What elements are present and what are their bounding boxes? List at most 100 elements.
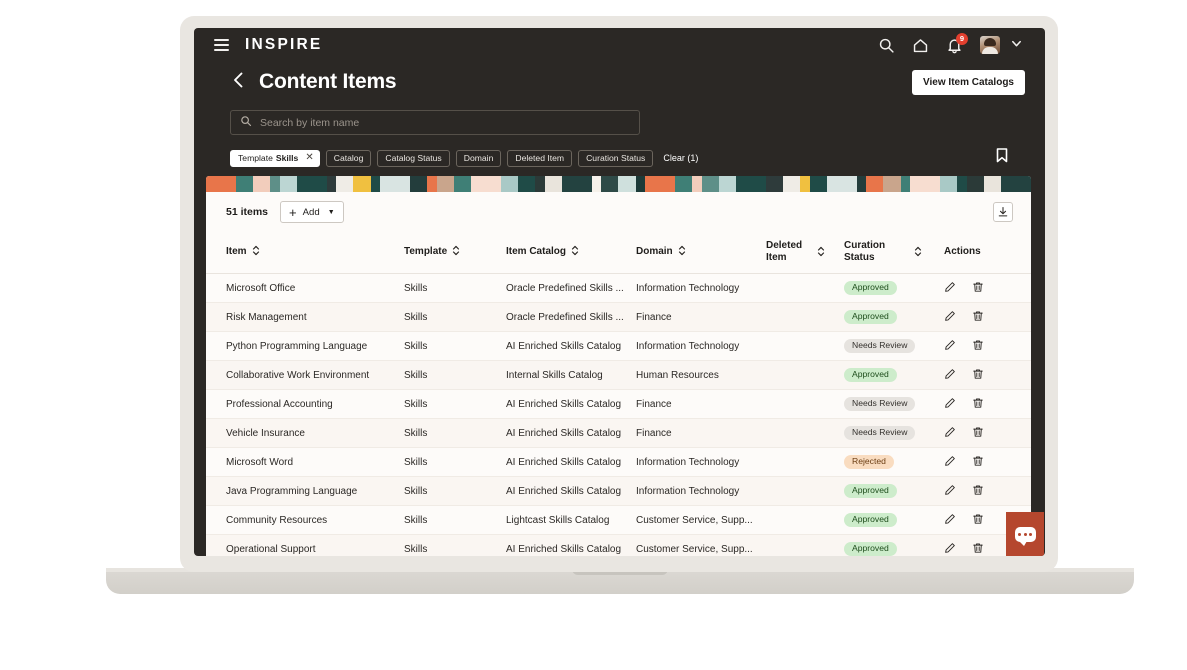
plus-icon: + xyxy=(289,204,297,220)
trash-icon[interactable] xyxy=(972,542,984,557)
search-icon[interactable] xyxy=(878,37,895,54)
sort-icon[interactable] xyxy=(252,245,260,259)
cell-item: Java Programming Language xyxy=(206,476,404,506)
trash-icon[interactable] xyxy=(972,455,984,470)
home-icon[interactable] xyxy=(912,37,929,54)
trash-icon[interactable] xyxy=(972,368,984,383)
filter-chip-domain[interactable]: Domain xyxy=(455,149,502,167)
pencil-icon[interactable] xyxy=(944,397,956,412)
sort-icon[interactable] xyxy=(678,245,686,259)
hamburger-icon[interactable] xyxy=(214,39,229,51)
cell-template: Skills xyxy=(404,360,506,390)
cell-domain: Customer Service, Supp... xyxy=(636,534,766,556)
banner-stripe xyxy=(409,176,428,192)
table-row[interactable]: Python Programming Language Skills AI Enri… xyxy=(206,331,1031,361)
pencil-icon[interactable] xyxy=(944,513,956,528)
filter-chip-catalog[interactable]: Catalog xyxy=(325,149,372,167)
pencil-icon[interactable] xyxy=(944,310,956,325)
column-header-item-catalog[interactable]: Item Catalog xyxy=(506,232,636,274)
sort-icon[interactable] xyxy=(452,245,460,259)
table-row[interactable]: Vehicle Insurance Skills AI Enriched Skill… xyxy=(206,418,1031,448)
trash-icon[interactable] xyxy=(972,513,984,528)
view-item-catalogs-button[interactable]: View Item Catalogs xyxy=(912,69,1025,95)
filter-chip-template[interactable]: Template Skills ✕ xyxy=(230,149,320,167)
table-row[interactable]: Java Programming Language Skills AI Enrich… xyxy=(206,476,1031,506)
banner-stripe xyxy=(601,176,619,192)
cell-item: Community Resources xyxy=(206,505,404,535)
pencil-icon[interactable] xyxy=(944,368,956,383)
items-count: 51 items xyxy=(226,206,269,218)
table-row[interactable]: Professional Accounting Skills AI Enriched… xyxy=(206,389,1031,419)
clear-filters-button[interactable]: Clear (1) xyxy=(659,153,702,163)
cell-deleted-item xyxy=(766,505,844,535)
search-input[interactable] xyxy=(260,116,630,129)
bookmark-icon[interactable] xyxy=(995,147,1009,169)
filter-chip-curation-status[interactable]: Curation Status xyxy=(578,149,654,167)
search-box[interactable] xyxy=(230,110,640,135)
trash-icon[interactable] xyxy=(972,484,984,499)
filter-chip-catalog-status[interactable]: Catalog Status xyxy=(377,149,450,167)
column-label: Curation Status xyxy=(844,240,886,263)
laptop-base xyxy=(106,568,1134,594)
trash-icon[interactable] xyxy=(972,397,984,412)
table-row[interactable]: Collaborative Work Environment Skills Inte… xyxy=(206,360,1031,390)
cell-domain: Information Technology xyxy=(636,331,766,361)
column-header-item[interactable]: Item xyxy=(206,232,404,274)
cell-deleted-item xyxy=(766,389,844,419)
pencil-icon[interactable] xyxy=(944,281,956,296)
pencil-icon[interactable] xyxy=(944,542,956,557)
chevron-left-icon[interactable] xyxy=(230,70,247,95)
filter-chip-template-label: Template xyxy=(238,153,273,163)
banner-stripe xyxy=(453,176,472,192)
sort-icon[interactable] xyxy=(817,246,825,260)
trash-icon[interactable] xyxy=(972,281,984,296)
trash-icon[interactable] xyxy=(972,426,984,441)
trash-icon[interactable] xyxy=(972,339,984,354)
banner-stripe xyxy=(436,176,454,192)
chevron-down-icon[interactable] xyxy=(1010,37,1027,54)
cell-curation-status: Needs Review xyxy=(844,418,944,448)
table-body: Microsoft Office Skills Oracle Predefined … xyxy=(206,273,1031,557)
chat-bubble-icon[interactable] xyxy=(1006,512,1044,556)
pencil-icon[interactable] xyxy=(944,339,956,354)
table-header-row: Item Template xyxy=(206,232,1031,274)
status-badge: Rejected xyxy=(844,454,894,470)
cell-template: Skills xyxy=(404,302,506,332)
page-title: Content Items xyxy=(259,70,397,93)
bell-icon[interactable]: 9 xyxy=(946,32,968,54)
sort-icon[interactable] xyxy=(571,245,579,259)
banner-stripe xyxy=(279,176,297,192)
close-icon[interactable]: ✕ xyxy=(305,152,314,163)
banner-stripe xyxy=(618,176,636,192)
table-row[interactable]: Operational Support Skills AI Enriched Ski… xyxy=(206,534,1031,557)
pencil-icon[interactable] xyxy=(944,426,956,441)
cell-deleted-item xyxy=(766,534,844,556)
avatar[interactable] xyxy=(980,36,1000,54)
status-badge: Approved xyxy=(844,541,897,556)
pencil-icon[interactable] xyxy=(944,484,956,499)
pencil-icon[interactable] xyxy=(944,455,956,470)
filter-chips-row: Template Skills ✕ Catalog Catalog Status… xyxy=(194,135,1045,169)
table-row[interactable]: Microsoft Word Skills AI Enriched Skills C… xyxy=(206,447,1031,477)
brand-logo: INSPIRE xyxy=(245,36,323,53)
table-row[interactable]: Community Resources Skills Lightcast Skill… xyxy=(206,505,1031,535)
column-header-curation-status[interactable]: Curation Status xyxy=(844,232,944,274)
cell-template: Skills xyxy=(404,447,506,477)
banner-stripe xyxy=(983,176,1002,192)
download-icon[interactable] xyxy=(993,202,1013,222)
row-actions xyxy=(944,368,1031,383)
caret-down-icon: ▼ xyxy=(327,208,335,216)
table-row[interactable]: Risk Management Skills Oracle Predefined S… xyxy=(206,302,1031,332)
sort-icon[interactable] xyxy=(914,246,922,260)
add-button[interactable]: + Add ▼ xyxy=(280,201,344,223)
filter-chip-deleted-item[interactable]: Deleted Item xyxy=(507,149,573,167)
banner-stripe xyxy=(957,176,967,192)
column-header-template[interactable]: Template xyxy=(404,232,506,274)
table-row[interactable]: Microsoft Office Skills Oracle Predefined … xyxy=(206,273,1031,303)
trash-icon[interactable] xyxy=(972,310,984,325)
cell-item: Python Programming Language xyxy=(206,331,404,361)
banner-stripe xyxy=(736,176,766,192)
column-header-deleted-item[interactable]: Deleted Item xyxy=(766,232,844,274)
column-header-domain[interactable]: Domain xyxy=(636,232,766,274)
